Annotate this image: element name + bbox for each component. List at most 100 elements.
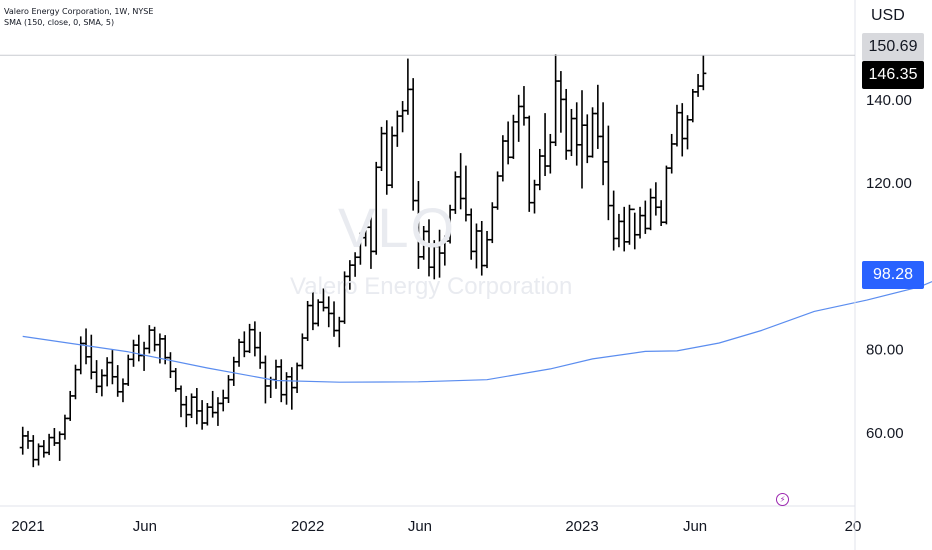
ohlc-bar (700, 55, 707, 91)
ohlc-bar (51, 428, 58, 446)
ohlc-bar (484, 230, 491, 269)
ohlc-bar (563, 88, 570, 160)
ohlc-bar (151, 326, 158, 352)
ohlc-bar (420, 225, 427, 260)
ohlc-bar (104, 357, 111, 387)
ohlc-bar (494, 171, 501, 210)
ohlc-bar (531, 179, 538, 214)
ohlc-bar (552, 54, 559, 147)
ohlc-bar (209, 390, 216, 418)
ohlc-bar (579, 90, 585, 189)
ohlc-bar (40, 440, 47, 458)
sma-value-tag: 98.28 (862, 261, 924, 289)
ohlc-bar (425, 219, 432, 277)
ohlc-bar (573, 102, 580, 166)
ohlc-bar (294, 362, 301, 394)
ohlc-bar (125, 354, 132, 386)
ohlc-bar (88, 334, 95, 380)
ohlc-bar (383, 120, 390, 195)
ohlc-bar (25, 430, 31, 449)
sma-series (22, 281, 932, 383)
ohlc-bar (367, 214, 374, 269)
ohlc-bar (114, 365, 121, 397)
indicator-label: SMA (150, close, 0, SMA, 5) (4, 18, 115, 27)
ohlc-bar (404, 58, 411, 115)
ohlc-bar (336, 316, 343, 348)
ohlc-bar (684, 115, 691, 150)
ohlc-bar (77, 336, 84, 375)
ohlc-bar (230, 356, 237, 386)
ohlc-bar (357, 232, 364, 265)
sma-line (22, 281, 932, 383)
ohlc-bar (241, 331, 248, 358)
event-bolt-icon[interactable]: ⚡︎ (776, 493, 789, 506)
ohlc-bar (610, 190, 617, 251)
ohlc-bar (172, 368, 179, 392)
ohlc-bar (526, 115, 533, 212)
ohlc-bar (72, 364, 79, 400)
ohlc-bar (341, 271, 348, 324)
ohlc-bar (331, 301, 338, 337)
ohlc-bar (605, 125, 612, 221)
ohlc-bar (288, 367, 295, 410)
ohlc-bar (109, 350, 116, 385)
price-axis-ticks: 60.00 80.00 120.00 140.00 (866, 92, 912, 442)
ohlc-bar (93, 360, 100, 394)
ohlc-bar (30, 435, 37, 468)
ohlc-bar (214, 397, 221, 426)
ohlc-bar (35, 443, 42, 466)
ohlc-bar (489, 202, 496, 244)
ohlc-bar (389, 126, 396, 189)
ohlc-bar (362, 221, 369, 247)
ohlc-bar (283, 372, 290, 405)
ohlc-bar (188, 393, 195, 419)
ohlc-bar (309, 292, 316, 331)
ohlc-bar (399, 101, 406, 133)
ohlc-bar (621, 206, 628, 252)
time-tick-label: Jun (408, 518, 432, 535)
time-tick-label: 2023 (565, 518, 598, 535)
ohlc-bar (236, 338, 243, 367)
currency-label[interactable]: USD (871, 7, 905, 24)
ohlc-bar (615, 213, 622, 248)
ohlc-bar (304, 300, 311, 341)
price-tick-label: 60.00 (866, 425, 904, 442)
ohlc-bar (141, 341, 148, 371)
ohlc-bar (679, 103, 686, 157)
ohlc-bar (642, 200, 649, 234)
ohlc-bar (499, 135, 506, 182)
ohlc-bar (56, 431, 63, 461)
ohlc-bar (251, 321, 258, 357)
ohlc-bar (600, 102, 607, 186)
ohlc-bar (204, 403, 211, 426)
ohlc-bar (246, 323, 253, 354)
ohlc-bar (272, 359, 279, 389)
ohlc-bar (257, 331, 264, 369)
ohlc-bar (19, 426, 26, 455)
high-price-tag: 150.69 (862, 33, 924, 61)
ohlc-bar (584, 114, 591, 164)
ohlc-bar (658, 200, 665, 226)
time-tick-label: 2021 (11, 518, 44, 535)
ohlc-bar (220, 389, 227, 412)
ohlc-bar (441, 235, 448, 266)
ohlc-bar (673, 104, 680, 147)
ohlc-bar (135, 334, 142, 362)
ohlc-bar (178, 385, 185, 418)
ohlc-bar (346, 260, 353, 290)
ohlc-bars (19, 54, 707, 468)
ohlc-bar (478, 221, 485, 276)
ohlc-bar (199, 400, 206, 430)
time-tick-label: 20 (845, 518, 862, 535)
ohlc-bar (452, 171, 459, 214)
last-price-tag: 146.35 (862, 61, 924, 89)
ohlc-bar (462, 165, 469, 222)
ohlc-bar (505, 121, 512, 165)
ohlc-bar (193, 388, 200, 425)
ohlc-bar (299, 333, 306, 370)
ohlc-bar (695, 73, 702, 97)
ohlc-bar (67, 390, 74, 421)
ohlc-bar (98, 369, 105, 397)
ohlc-bar (394, 110, 401, 147)
